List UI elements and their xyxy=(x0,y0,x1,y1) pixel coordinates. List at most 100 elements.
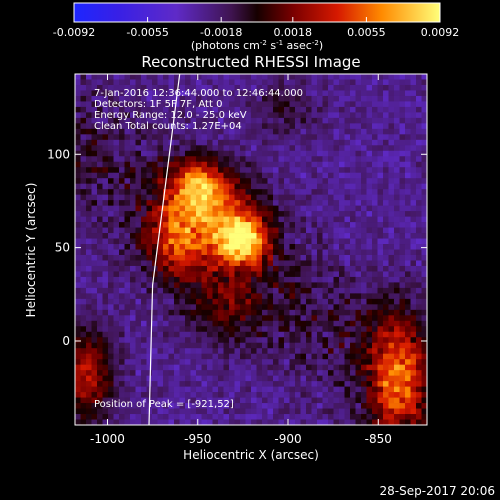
heatmap-cell xyxy=(179,101,186,108)
heatmap-cell xyxy=(234,397,241,404)
heatmap-cell xyxy=(91,342,98,349)
heatmap-cell xyxy=(179,95,186,102)
heatmap-cell xyxy=(328,326,334,333)
heatmap-cell xyxy=(273,364,279,371)
heatmap-cell xyxy=(218,364,224,371)
heatmap-cell xyxy=(201,189,208,195)
heatmap-cell xyxy=(91,397,98,404)
heatmap-cell xyxy=(350,326,356,333)
heatmap-cell xyxy=(229,276,235,283)
heatmap-cell xyxy=(278,408,285,415)
heatmap-cell xyxy=(267,419,274,425)
heatmap-cell xyxy=(218,271,224,278)
heatmap-cell xyxy=(168,79,175,86)
heatmap-cell xyxy=(234,90,241,97)
heatmap-cell xyxy=(130,419,136,425)
heatmap-cell xyxy=(113,95,120,102)
heatmap-cell xyxy=(245,244,252,250)
heatmap-cell xyxy=(229,271,235,278)
heatmap-cell xyxy=(86,233,92,239)
heatmap-cell xyxy=(130,117,136,124)
heatmap-cell xyxy=(185,364,191,371)
heatmap-cell xyxy=(405,403,411,409)
heatmap-cell xyxy=(113,128,120,135)
heatmap-cell xyxy=(372,331,378,338)
heatmap-cell xyxy=(416,189,422,195)
heatmap-cell xyxy=(273,128,279,135)
heatmap-cell xyxy=(267,189,274,195)
heatmap-cell xyxy=(333,298,340,305)
heatmap-cell xyxy=(278,161,285,168)
heatmap-cell xyxy=(102,419,109,425)
heatmap-cell xyxy=(218,342,224,349)
heatmap-cell xyxy=(196,106,202,113)
heatmap-cell xyxy=(251,331,257,338)
heatmap-cell xyxy=(135,216,142,223)
heatmap-cell xyxy=(273,161,279,168)
heatmap-cell xyxy=(262,326,268,333)
heatmap-cell xyxy=(185,216,191,223)
heatmap-cell xyxy=(383,84,389,91)
heatmap-cell xyxy=(163,84,169,91)
heatmap-cell xyxy=(146,183,153,190)
heatmap-cell xyxy=(328,139,334,146)
heatmap-cell xyxy=(333,128,340,135)
heatmap-cell xyxy=(267,222,274,228)
heatmap-cell xyxy=(130,90,136,97)
heatmap-cell xyxy=(284,370,290,376)
heatmap-cell xyxy=(273,315,279,322)
heatmap-cell xyxy=(135,172,142,179)
heatmap-cell xyxy=(416,205,422,212)
colorbar-tick-label: -0.0092 xyxy=(53,26,95,39)
heatmap-cell xyxy=(245,309,252,316)
heatmap-cell xyxy=(245,353,252,360)
heatmap-cell xyxy=(229,183,235,190)
heatmap-cell xyxy=(163,287,169,294)
heatmap-cell xyxy=(179,84,186,91)
heatmap-cell xyxy=(207,84,213,91)
heatmap-cell xyxy=(361,106,367,113)
heatmap-cell xyxy=(289,414,296,420)
heatmap-cell xyxy=(218,348,224,355)
heatmap-cell xyxy=(157,419,164,425)
heatmap-cell xyxy=(355,254,362,261)
heatmap-cell xyxy=(377,161,384,168)
heatmap-cell xyxy=(377,139,384,146)
heatmap-cell xyxy=(141,337,147,344)
heatmap-cell xyxy=(262,370,268,376)
heatmap-cell xyxy=(124,95,131,102)
heatmap-cell xyxy=(383,95,389,102)
heatmap-cell xyxy=(190,74,197,80)
heatmap-cell xyxy=(295,271,301,278)
heatmap-cell xyxy=(168,348,175,355)
heatmap-cell xyxy=(350,183,356,190)
heatmap-cell xyxy=(262,419,268,425)
heatmap-cell xyxy=(262,414,268,420)
heatmap-cell xyxy=(361,205,367,212)
heatmap-cell xyxy=(300,282,307,289)
heatmap-cell xyxy=(102,101,109,108)
heatmap-cell xyxy=(410,375,417,382)
heatmap-cell xyxy=(212,419,219,425)
heatmap-cell xyxy=(405,419,411,425)
heatmap-cell xyxy=(410,271,417,278)
heatmap-cell xyxy=(124,101,131,108)
heatmap-cell xyxy=(152,254,158,261)
heatmap-cell xyxy=(300,139,307,146)
heatmap-cell xyxy=(135,117,142,124)
heatmap-cell xyxy=(361,276,367,283)
heatmap-cell xyxy=(284,304,290,311)
heatmap-cell xyxy=(152,134,158,141)
heatmap-cell xyxy=(328,331,334,338)
heatmap-cell xyxy=(284,216,290,223)
heatmap-cell xyxy=(344,298,351,305)
heatmap-cell xyxy=(377,342,384,349)
heatmap-cell xyxy=(201,161,208,168)
heatmap-cell xyxy=(317,117,323,124)
heatmap-cell xyxy=(146,222,153,228)
heatmap-cell xyxy=(102,386,109,393)
heatmap-cell xyxy=(328,408,334,415)
heatmap-cell xyxy=(366,90,373,97)
heatmap-cell xyxy=(157,90,164,97)
heatmap-cell xyxy=(372,364,378,371)
